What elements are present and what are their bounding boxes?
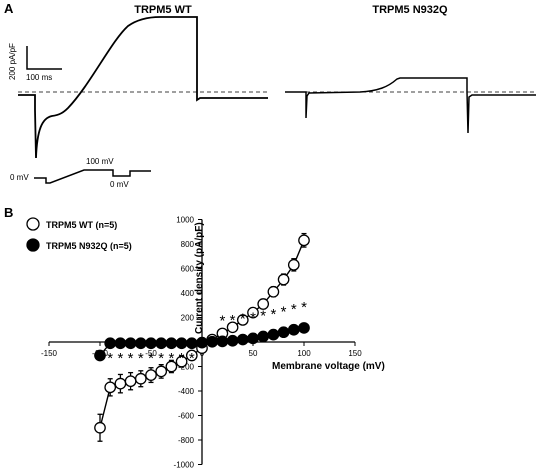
data-point bbox=[236, 314, 249, 326]
panel-b: B TRPM5 WT (n=5) TRPM5 N932Q (n=5) -150 -… bbox=[4, 205, 385, 470]
y-tick-label: 800 bbox=[181, 240, 195, 249]
data-point bbox=[134, 337, 147, 350]
significance-asterisk: * bbox=[128, 350, 134, 367]
data-point bbox=[257, 298, 270, 310]
data-point bbox=[155, 337, 168, 350]
panel-a-letter: A bbox=[4, 1, 14, 16]
x-tick-label: 150 bbox=[348, 349, 362, 358]
data-point bbox=[155, 365, 168, 378]
data-point bbox=[277, 326, 290, 339]
significance-asterisk: * bbox=[230, 312, 236, 329]
significance-asterisk: * bbox=[281, 303, 287, 320]
significance-asterisk: * bbox=[158, 350, 164, 367]
y-axis-label: Current density (pA/pF) bbox=[194, 222, 205, 334]
panel-a: A TRPM5 WT TRPM5 N932Q 200 pA/pF 100 ms … bbox=[4, 1, 536, 189]
protocol-label-0mv-left: 0 mV bbox=[10, 173, 29, 182]
data-point bbox=[298, 322, 310, 334]
wt-trace-title: TRPM5 WT bbox=[134, 4, 192, 16]
protocol-label-100mv: 100 mV bbox=[86, 157, 114, 166]
x-axis-label: Membrane voltage (mV) bbox=[272, 361, 385, 372]
significance-asterisk: * bbox=[97, 350, 103, 367]
data-point bbox=[236, 333, 249, 346]
data-point bbox=[226, 334, 239, 347]
significance-asterisk: * bbox=[189, 350, 195, 367]
y-tick-label: 600 bbox=[181, 265, 195, 274]
significance-asterisk: * bbox=[168, 350, 174, 367]
y-tick-label: 400 bbox=[181, 289, 195, 298]
data-point bbox=[226, 321, 239, 334]
wt-current-trace bbox=[18, 16, 268, 159]
significance-asterisk: * bbox=[138, 350, 144, 367]
y-tick-label: -600 bbox=[178, 412, 195, 421]
scale-bar: 200 pA/pF 100 ms bbox=[8, 43, 62, 82]
panel-b-letter: B bbox=[4, 205, 13, 220]
data-point bbox=[145, 337, 157, 350]
data-point bbox=[134, 372, 147, 385]
y-tick-label: -400 bbox=[178, 387, 195, 396]
data-point bbox=[267, 285, 280, 298]
data-point bbox=[185, 337, 198, 350]
significance-asterisk: * bbox=[107, 350, 113, 367]
data-point bbox=[185, 349, 198, 362]
significance-asterisk: * bbox=[240, 311, 246, 328]
data-point bbox=[175, 355, 188, 368]
significance-asterisk: * bbox=[301, 299, 307, 316]
scale-time-label: 100 ms bbox=[26, 73, 52, 82]
significance-asterisk: * bbox=[291, 301, 297, 318]
y-tick-label: -800 bbox=[178, 436, 195, 445]
data-point bbox=[196, 336, 208, 349]
x-tick-label: 50 bbox=[249, 349, 258, 358]
significance-asterisk: * bbox=[179, 350, 185, 367]
significance-asterisk: * bbox=[250, 310, 256, 327]
data-point bbox=[247, 306, 259, 319]
data-point bbox=[114, 337, 127, 350]
y-tick-label: -1000 bbox=[174, 461, 195, 470]
mutant-trace-title: TRPM5 N932Q bbox=[372, 4, 448, 16]
data-point bbox=[94, 349, 106, 362]
data-point bbox=[287, 258, 300, 271]
mutant-current-trace bbox=[285, 77, 536, 134]
protocol-label-0mv-right: 0 mV bbox=[110, 180, 129, 189]
y-tick-label: 200 bbox=[181, 314, 195, 323]
data-point bbox=[247, 332, 259, 345]
data-point bbox=[277, 273, 290, 286]
significance-asterisk: * bbox=[260, 308, 266, 325]
data-point bbox=[257, 330, 270, 343]
significance-asterisk: * bbox=[117, 350, 123, 367]
iv-plot: * * * * * * * * * ** * * * * * * * * bbox=[94, 232, 310, 442]
data-point bbox=[287, 323, 300, 336]
significance-asterisk: * bbox=[270, 306, 276, 323]
voltage-protocol: 0 mV 100 mV 0 mV bbox=[10, 157, 151, 189]
legend: TRPM5 WT (n=5) TRPM5 N932Q (n=5) bbox=[26, 217, 132, 252]
significance-asterisk: * bbox=[219, 313, 225, 330]
data-point bbox=[175, 337, 188, 350]
data-point bbox=[267, 328, 280, 341]
legend-label-wt: TRPM5 WT (n=5) bbox=[46, 220, 117, 230]
data-point bbox=[298, 234, 310, 247]
data-point bbox=[94, 421, 106, 434]
legend-marker-mutant bbox=[26, 238, 40, 252]
scale-current-label: 200 pA/pF bbox=[8, 43, 17, 80]
x-tick-label: 100 bbox=[297, 349, 311, 358]
data-point bbox=[206, 335, 219, 348]
series-mutant bbox=[94, 322, 310, 362]
data-point bbox=[114, 377, 127, 390]
x-tick-label: -150 bbox=[41, 349, 58, 358]
significance-asterisk: * bbox=[148, 350, 154, 367]
legend-marker-wt bbox=[26, 217, 40, 231]
y-tick-label: 1000 bbox=[176, 216, 194, 225]
y-tick-label: -200 bbox=[178, 363, 195, 372]
data-point bbox=[145, 369, 157, 381]
x-tick-label: -50 bbox=[145, 349, 157, 358]
data-point bbox=[216, 335, 229, 348]
data-point bbox=[124, 337, 137, 350]
data-point bbox=[104, 381, 117, 394]
legend-label-mutant: TRPM5 N932Q (n=5) bbox=[46, 241, 132, 251]
data-point bbox=[104, 337, 117, 350]
data-point bbox=[165, 360, 178, 373]
data-point bbox=[124, 375, 137, 388]
data-point bbox=[165, 337, 178, 350]
